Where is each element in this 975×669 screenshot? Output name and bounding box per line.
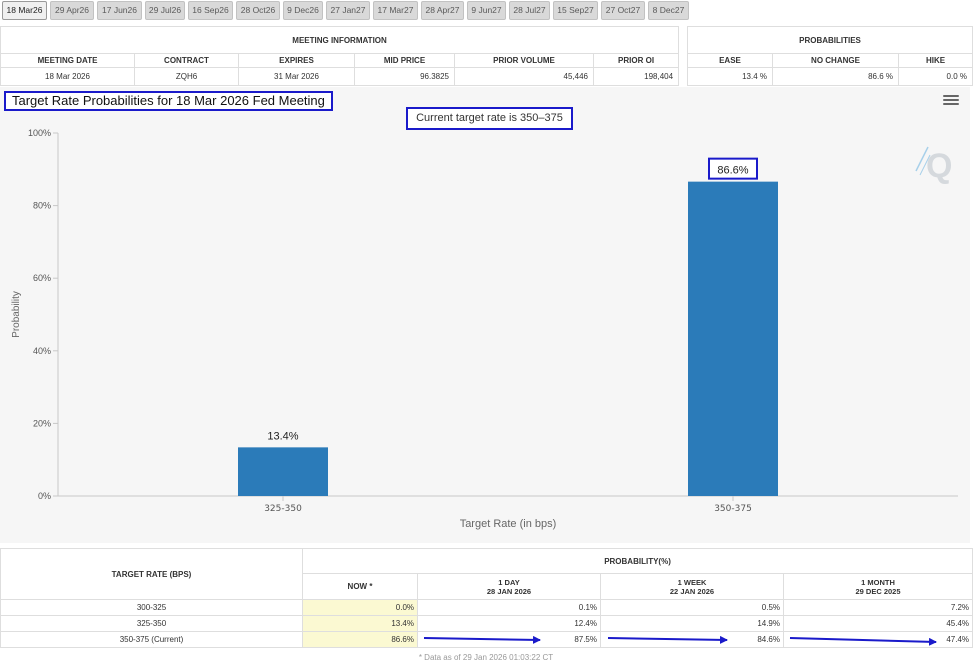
prob-cell: 87.5%: [417, 631, 601, 648]
meeting-date-value: 18 Mar 2026: [0, 67, 135, 86]
period-header-1month: 1 MONTH 29 DEC 2025: [782, 573, 974, 600]
prob-cell: 45.4%: [782, 615, 974, 632]
probabilities-heading: PROBABILITIES: [686, 26, 974, 54]
chart-panel: 0% 20% 40% 60% 80% 100% Probability 325-350 13.4…: [0, 87, 970, 543]
period-header-now: NOW *: [302, 573, 418, 600]
prior-volume-value: 45,446: [454, 67, 594, 86]
tab-meeting[interactable]: 9 Dec26: [283, 1, 323, 20]
tab-meeting[interactable]: 27 Jan27: [326, 1, 370, 20]
data-label: 86.6%: [717, 165, 748, 177]
rate-cell: 325-350: [0, 615, 303, 632]
bar-chart: 0% 20% 40% 60% 80% 100% Probability 325-350 13.4…: [11, 128, 958, 530]
meeting-info-header-row: MEETING DATE CONTRACT EXPIRES MID PRICE …: [0, 53, 680, 68]
prob-cell: 0.5%: [600, 599, 784, 616]
col-header: NO CHANGE: [772, 53, 899, 68]
meeting-info-value-row: 18 Mar 2026 ZQH6 31 Mar 2026 96.3825 45,…: [0, 67, 680, 86]
hike-value: 0.0 %: [897, 67, 974, 86]
col-header: PRIOR VOLUME: [454, 53, 594, 68]
period-header-1week: 1 WEEK 22 JAN 2026: [600, 573, 784, 600]
prior-oi-value: 198,404: [592, 67, 680, 86]
prob-cell: 14.9%: [600, 615, 784, 632]
y-tick-label: 80%: [33, 201, 51, 211]
y-tick-label: 20%: [33, 418, 51, 428]
prob-cell: 84.6%: [600, 631, 784, 648]
meeting-tabs: 18 Mar26 29 Apr26 17 Jun26 29 Jul26 16 S…: [2, 1, 972, 20]
table-row: 325-350 13.4% 12.4% 14.9% 45.4%: [0, 615, 974, 632]
y-axis-title: Probability: [11, 291, 22, 338]
no-change-value: 86.6 %: [772, 67, 899, 86]
col-header: CONTRACT: [134, 53, 239, 68]
target-rate-table: TARGET RATE (BPS) PROBABILITY(%) NOW * 1…: [0, 548, 974, 648]
bar: [238, 447, 328, 496]
tab-meeting[interactable]: 27 Oct27: [601, 1, 645, 20]
y-tick-label: 40%: [33, 346, 51, 356]
data-label-highlight-box: [708, 157, 758, 180]
mid-price-value: 96.3825: [354, 67, 455, 86]
tab-meeting[interactable]: 28 Apr27: [421, 1, 464, 20]
table-row: 300-325 0.0% 0.1% 0.5% 7.2%: [0, 599, 974, 616]
data-timestamp-note: * Data as of 29 Jan 2026 01:03:22 CT: [418, 653, 554, 662]
prob-cell: 0.1%: [417, 599, 601, 616]
data-label: 13.4%: [267, 430, 298, 442]
prob-cell: 47.4%: [782, 631, 974, 648]
chart-title: Target Rate Probabilities for 18 Mar 202…: [4, 91, 333, 111]
expires-value: 31 Mar 2026: [238, 67, 355, 86]
chart-subtitle: Current target rate is 350–375: [406, 107, 573, 130]
col-header: PRIOR OI: [592, 53, 680, 68]
ease-value: 13.4 %: [687, 67, 773, 86]
svg-text:Q: Q: [926, 147, 952, 185]
q-logo-icon: Q: [915, 146, 952, 185]
period-header-1day: 1 DAY 28 JAN 2026: [417, 573, 601, 600]
prob-cell: 0.0%: [302, 599, 418, 616]
contract-value: ZQH6: [134, 67, 239, 86]
x-tick-label: 350-375: [714, 504, 752, 514]
probabilities-table: PROBABILITIES EASE NO CHANGE HIKE 13.4 %…: [686, 26, 974, 86]
rate-cell: 300-325: [0, 599, 303, 616]
tab-meeting[interactable]: 18 Mar26: [2, 1, 47, 20]
tab-meeting[interactable]: 15 Sep27: [553, 1, 598, 20]
target-rate-header: TARGET RATE (BPS): [0, 548, 303, 600]
prob-cell: 7.2%: [782, 599, 974, 616]
rate-cell: 350-375 (Current): [0, 631, 303, 648]
meeting-info-table: MEETING INFORMATION MEETING DATE CONTRAC…: [0, 26, 680, 86]
meeting-info-heading: MEETING INFORMATION: [0, 26, 680, 54]
tab-meeting[interactable]: 8 Dec27: [648, 1, 689, 20]
x-axis-title: Target Rate (in bps): [460, 518, 557, 530]
x-tick-label: 325-350: [264, 504, 302, 514]
tab-meeting[interactable]: 17 Jun26: [97, 1, 142, 20]
tab-meeting[interactable]: 16 Sep26: [188, 1, 233, 20]
y-tick-label: 0%: [38, 491, 51, 501]
tab-meeting[interactable]: 29 Apr26: [50, 1, 94, 20]
col-header: EXPIRES: [238, 53, 355, 68]
prob-cell: 86.6%: [302, 631, 418, 648]
bar: [688, 181, 778, 496]
y-tick-label: 100%: [28, 128, 51, 138]
probability-heading: PROBABILITY(%): [301, 548, 974, 574]
col-header: HIKE: [897, 53, 974, 68]
tab-meeting[interactable]: 29 Jul26: [145, 1, 185, 20]
col-header: MID PRICE: [354, 53, 455, 68]
tab-meeting[interactable]: 9 Jun27: [467, 1, 506, 20]
y-tick-label: 60%: [33, 273, 51, 283]
tab-meeting[interactable]: 28 Jul27: [509, 1, 550, 20]
table-row: 350-375 (Current) 86.6% 87.5% 84.6% 47.4…: [0, 631, 974, 648]
col-header: MEETING DATE: [0, 53, 135, 68]
col-header: EASE: [687, 53, 773, 68]
hamburger-menu-icon[interactable]: [943, 95, 959, 109]
tab-meeting[interactable]: 17 Mar27: [373, 1, 418, 20]
tab-meeting[interactable]: 28 Oct26: [236, 1, 280, 20]
prob-cell: 13.4%: [302, 615, 418, 632]
prob-cell: 12.4%: [417, 615, 601, 632]
